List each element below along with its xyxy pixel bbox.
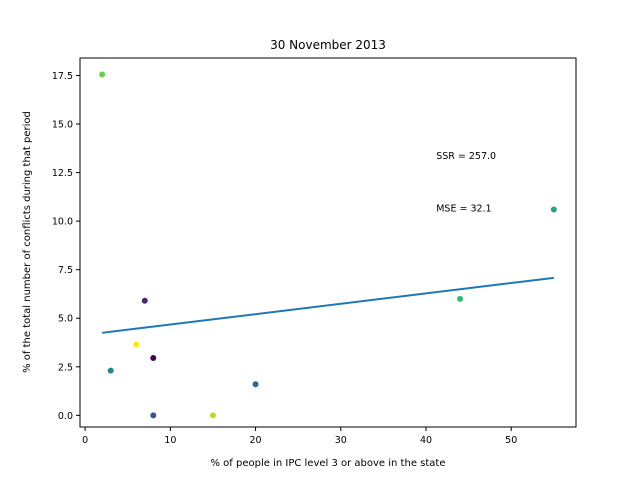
chart-title: 30 November 2013 (270, 38, 386, 52)
regression-line (102, 276, 554, 334)
y-tick-label: 10.0 (52, 217, 73, 228)
scatter-point (99, 71, 106, 78)
y-tick-label: 17.5 (52, 71, 73, 82)
x-tick-label: 40 (420, 435, 432, 446)
y-tick-label: 2.5 (58, 362, 73, 373)
annotations: SSR = 257.0 MSE = 32.1 (436, 151, 496, 214)
x-tick-label: 50 (505, 435, 517, 446)
plot-frame (79, 57, 577, 428)
y-tick-label: 12.5 (52, 168, 73, 179)
y-tick-label: 5.0 (58, 314, 73, 325)
scatter-point (150, 355, 157, 362)
y-tick-label: 15.0 (52, 120, 73, 131)
scatter-point (141, 297, 148, 304)
scatter-point (209, 412, 216, 419)
x-tick-label: 20 (250, 435, 262, 446)
x-axis-label: % of people in IPC level 3 or above in t… (211, 458, 446, 469)
scatter-point (107, 367, 114, 374)
y-axis-ticks: 0.0 2.5 5.0 7.5 10.0 12.5 15.0 17.5 (52, 71, 80, 422)
x-axis-ticks: 0 10 20 30 40 50 (82, 427, 517, 446)
x-tick-label: 30 (335, 435, 347, 446)
y-tick-label: 0.0 (58, 411, 73, 422)
scatter-point (252, 381, 259, 388)
scatter-point (457, 295, 464, 302)
y-tick-label: 7.5 (58, 265, 73, 276)
y-axis-label: % of the total number of conflicts durin… (22, 111, 33, 373)
annotation-text: SSR = 257.0 (436, 151, 496, 162)
plot-area (80, 58, 576, 427)
scatter-point (150, 412, 157, 419)
x-tick-label: 0 (82, 435, 88, 446)
annotation-text: MSE = 32.1 (436, 203, 491, 214)
scatter-point (550, 206, 557, 213)
scatter-point (133, 341, 140, 348)
x-tick-label: 10 (164, 435, 176, 446)
data-marks (99, 71, 557, 419)
